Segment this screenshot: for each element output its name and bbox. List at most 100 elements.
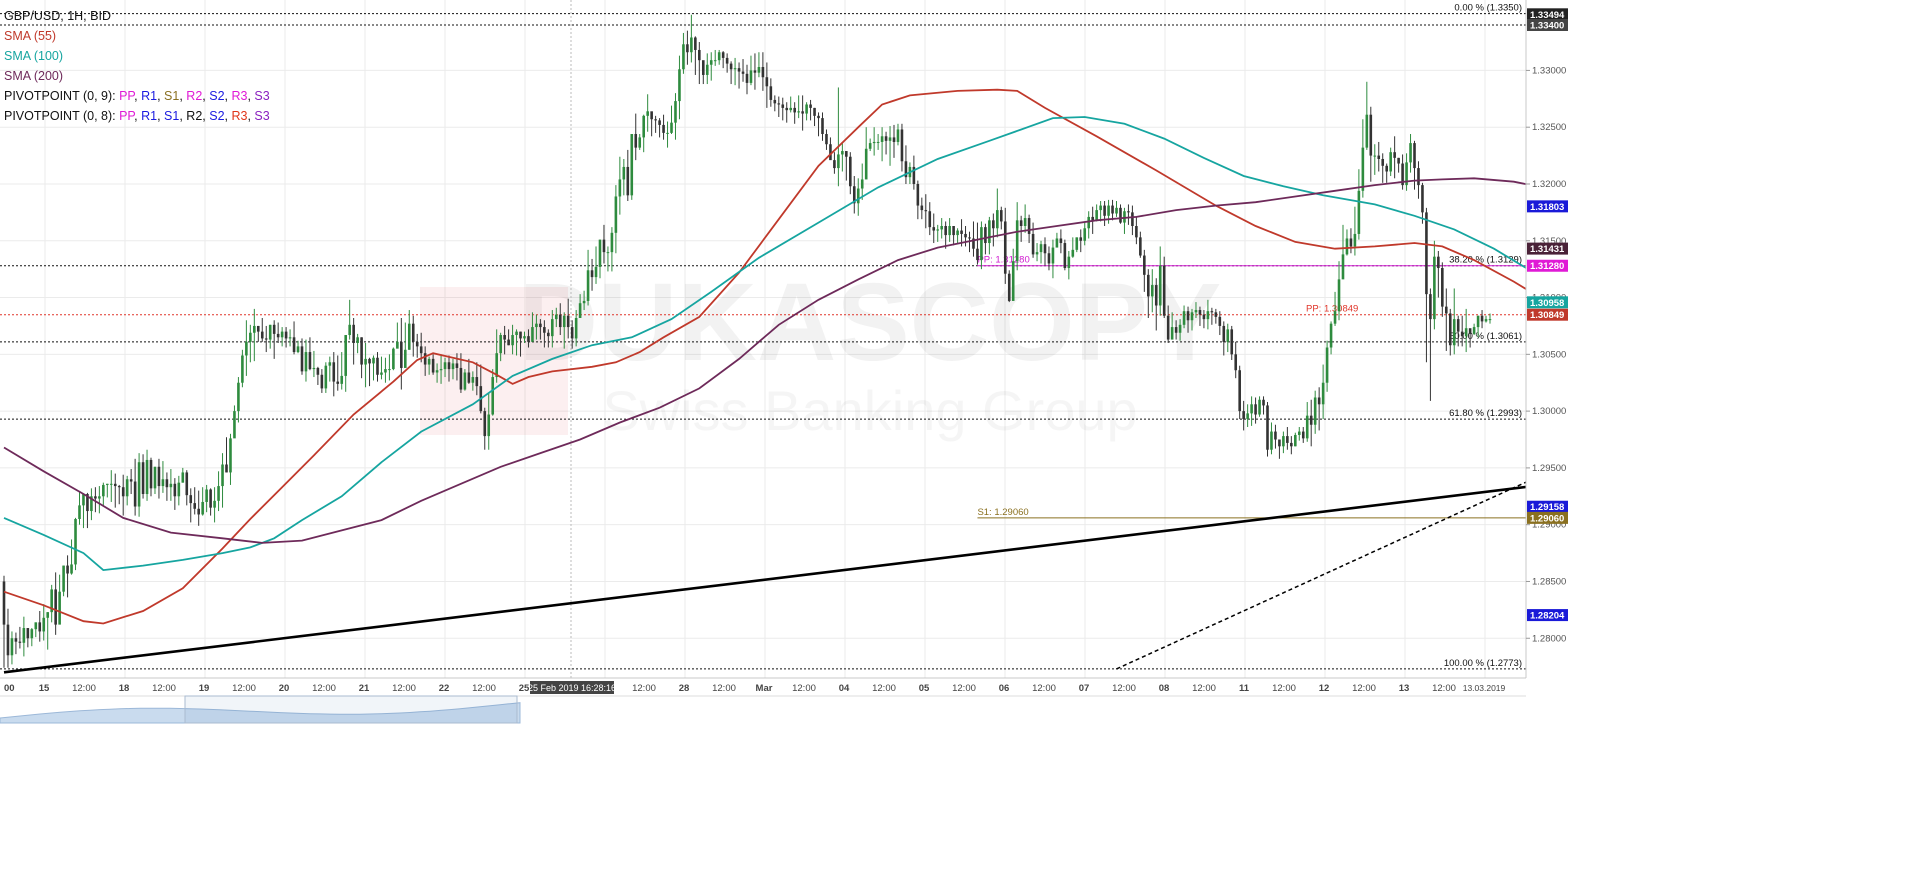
candle-body [90,496,93,512]
candle-body [98,496,101,499]
candle-body [423,353,427,365]
time-tick-label: 12:00 [872,683,896,694]
candle-body [888,137,892,141]
candle-body [276,333,280,338]
candle-body [602,239,606,253]
candle-body [980,227,983,261]
price-tick-label: 1.32000 [1532,179,1566,190]
candle-body [626,166,630,196]
level-label: S1: 1.29060 [977,507,1028,518]
candle-body [1361,147,1365,191]
candle-body [78,505,81,520]
candle-body [845,151,848,157]
candle-body [181,472,185,483]
candle-body [992,220,995,229]
legend-label: GBP/USD, 1H, BID [4,9,111,23]
candle-body [773,99,777,104]
candle-body [1444,306,1448,314]
candle-body [543,327,546,333]
legend-part: , [134,109,142,123]
candle-body [1035,252,1039,255]
candle-body [10,638,14,656]
candle-body [1123,211,1126,223]
candle-body [1313,397,1317,425]
candle-body [1409,143,1412,163]
candle-body [1154,285,1158,306]
time-tick-label: 20 [279,683,290,694]
legend-part: S3 [254,89,270,103]
candle-body [50,589,53,613]
candle-body [1210,311,1214,313]
candle-body [1127,211,1130,213]
candle-body [225,464,228,473]
candle-body [364,358,367,365]
candle-body [467,372,471,383]
candle-body [1170,327,1174,340]
candle-body [1270,431,1273,450]
candle-body [1131,212,1134,226]
candle-body [527,336,530,342]
candle-body [1202,314,1206,320]
candle-body [1373,155,1377,157]
legend-item-pivot-9: PIVOTPOINT (0, 9): PP, R1, S1, R2, S2, R… [4,86,270,106]
time-tick-label: 11 [1239,683,1250,694]
candle-body [582,300,586,304]
legend-item-pivot-8: PIVOTPOINT (0, 8): PP, R1, S1, R2, S2, R… [4,106,270,126]
candle-body [1059,238,1063,244]
watermark-tagline: Swiss Banking Group [602,379,1137,442]
candle-body [491,377,495,415]
candle-body [650,111,653,120]
sma-line [3,177,1793,544]
legend-part: , [202,89,210,103]
candle-body [185,472,189,496]
price-tick-label: 1.29000 [1532,520,1566,531]
candle-body [999,210,1003,222]
candle-body [288,337,292,339]
price-tag [1527,242,1568,255]
candle-body [1472,327,1476,334]
time-tick-label: 18 [119,683,130,694]
legend-part: R3 [231,89,248,103]
candle-body [531,327,534,342]
candle-body [348,324,351,336]
candle-body [380,372,383,375]
candle-body [932,227,936,231]
candle-body [535,323,538,328]
candle-body [328,362,332,366]
candle-body [1433,256,1436,320]
candle-body [217,486,220,501]
candle-body [42,617,46,632]
legend-part: S1 [164,89,180,103]
candle-body [1067,256,1071,269]
candle-body [1254,404,1257,415]
candle-body [284,331,288,339]
candle-body [789,107,793,111]
candle-body [1043,244,1047,254]
candle-body [256,325,260,332]
candle-body [443,362,447,370]
candle-body [368,358,371,364]
legend-item-sma100: SMA (100) [4,46,270,66]
candle-body [1282,436,1285,447]
time-tick-label: 12:00 [632,683,656,694]
candle-body [1115,207,1118,214]
time-tick-label: 28 [679,683,690,694]
price-tag [1527,511,1568,524]
candle-body [769,86,773,100]
candle-body [161,479,165,487]
candle-body [884,136,888,141]
legend-part: R1 [141,109,158,123]
candle-body [411,323,415,342]
candle-body [153,466,157,489]
candle-body [260,331,264,339]
candle-body [165,479,169,488]
candle-body [102,484,105,497]
candle-body [809,104,812,108]
candle-body [336,381,340,384]
candle-body [455,363,459,368]
candle-body [1452,319,1456,346]
legend-label: PIVOTPOINT (0, 9): [4,89,120,103]
candle-body [1401,163,1404,186]
